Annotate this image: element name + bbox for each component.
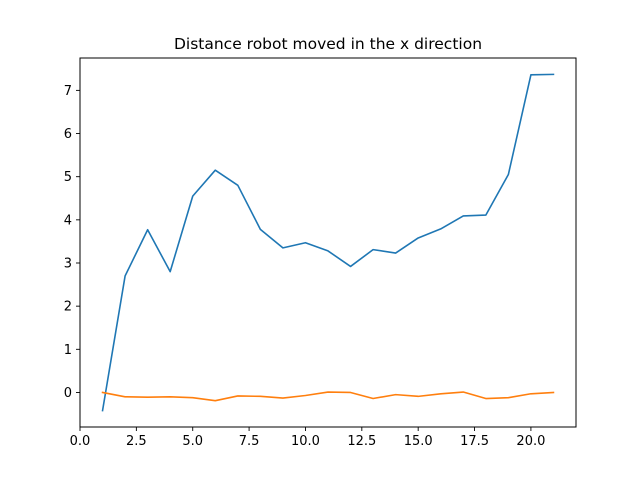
x-tick-label: 15.0 [404, 434, 433, 449]
x-tick-label: 5.0 [182, 434, 203, 449]
series-2-line [101, 391, 555, 402]
x-tick-label: 20.0 [516, 434, 545, 449]
y-tick-label: 5 [64, 170, 72, 185]
x-tick-label: 2.5 [126, 434, 147, 449]
plot-frame [79, 57, 577, 428]
x-axis: 0.0 2.5 5.0 7.5 10.0 12.5 15.0 17.5 20.0 [70, 427, 545, 449]
y-axis: 0 1 2 3 4 5 6 7 [64, 84, 80, 401]
x-tick-label: 12.5 [347, 434, 376, 449]
x-tick-label: 0.0 [70, 434, 91, 449]
x-tick-label: 7.5 [239, 434, 260, 449]
y-tick-label: 4 [64, 213, 72, 228]
y-tick-label: 1 [64, 343, 72, 358]
y-tick-label: 2 [64, 300, 72, 315]
chart-title: Distance robot moved in the x direction [174, 35, 482, 53]
y-tick-label: 0 [64, 386, 72, 401]
series-1-line [101, 73, 555, 412]
x-tick-label: 17.5 [460, 434, 489, 449]
y-tick-label: 7 [64, 84, 72, 99]
x-tick-label: 10.0 [291, 434, 320, 449]
series-layer [101, 73, 555, 412]
y-tick-label: 6 [64, 127, 72, 142]
y-tick-label: 3 [64, 257, 72, 272]
